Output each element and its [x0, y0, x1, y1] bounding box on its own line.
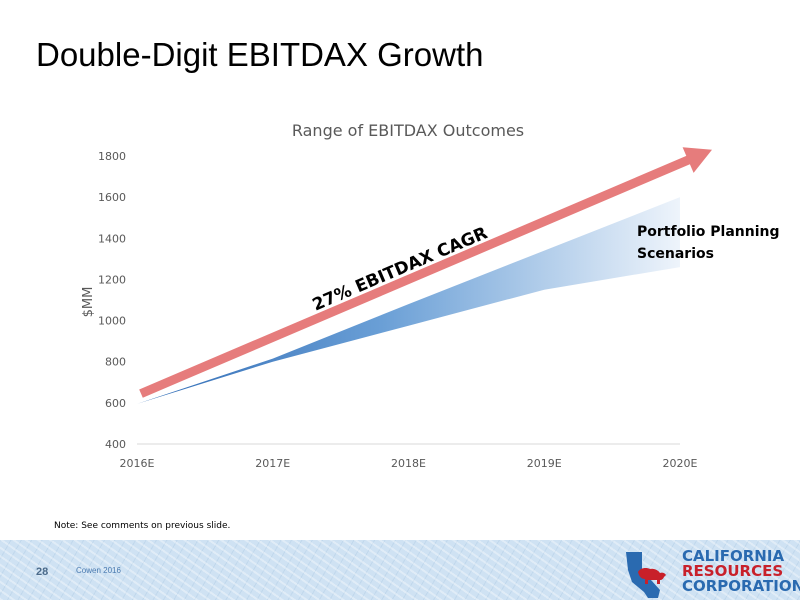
logo-line2: RESOURCES — [682, 562, 784, 580]
band-label-line1: Portfolio Planning — [637, 224, 780, 240]
x-tick-label: 2017E — [255, 457, 290, 470]
y-tick-label: 800 — [105, 356, 126, 369]
y-tick-label: 1400 — [98, 232, 126, 245]
y-tick-label: 600 — [105, 397, 126, 410]
footnote: Note: See comments on previous slide. — [54, 521, 231, 531]
footer-source: Cowen 2016 — [76, 566, 121, 575]
california-map-logo-icon — [626, 552, 666, 598]
x-axis-ticks: 2016E 2017E 2018E 2019E 2020E — [120, 457, 698, 470]
ebitdax-chart: Range of EBITDAX Outcomes $MM 400 600 800 1… — [81, 121, 780, 470]
y-axis-label: $MM — [81, 287, 96, 318]
band-label-line2: Scenarios — [637, 246, 714, 262]
logo-line1: CALIFORNIA — [682, 547, 785, 565]
cagr-arrow — [139, 147, 712, 398]
x-tick-label: 2019E — [527, 457, 562, 470]
y-tick-label: 1800 — [98, 150, 126, 163]
slide-title: Double-Digit EBITDAX Growth — [36, 36, 484, 73]
company-logo-text: CALIFORNIA RESOURCES CORPORATION — [682, 549, 800, 594]
scenario-band — [137, 197, 680, 404]
cagr-arrow-shape — [139, 147, 712, 398]
page-number: 28 — [36, 566, 49, 578]
x-tick-label: 2018E — [391, 457, 426, 470]
y-axis-ticks: 400 600 800 1000 1200 1400 1600 1800 — [98, 150, 126, 451]
y-tick-label: 1000 — [98, 315, 126, 328]
y-tick-label: 400 — [105, 438, 126, 451]
x-tick-label: 2016E — [120, 457, 155, 470]
footer-bar — [0, 540, 800, 600]
chart-title: Range of EBITDAX Outcomes — [292, 121, 524, 140]
y-tick-label: 1200 — [98, 273, 126, 286]
logo-line3: CORPORATION — [682, 577, 800, 595]
x-tick-label: 2020E — [663, 457, 698, 470]
y-tick-label: 1600 — [98, 191, 126, 204]
